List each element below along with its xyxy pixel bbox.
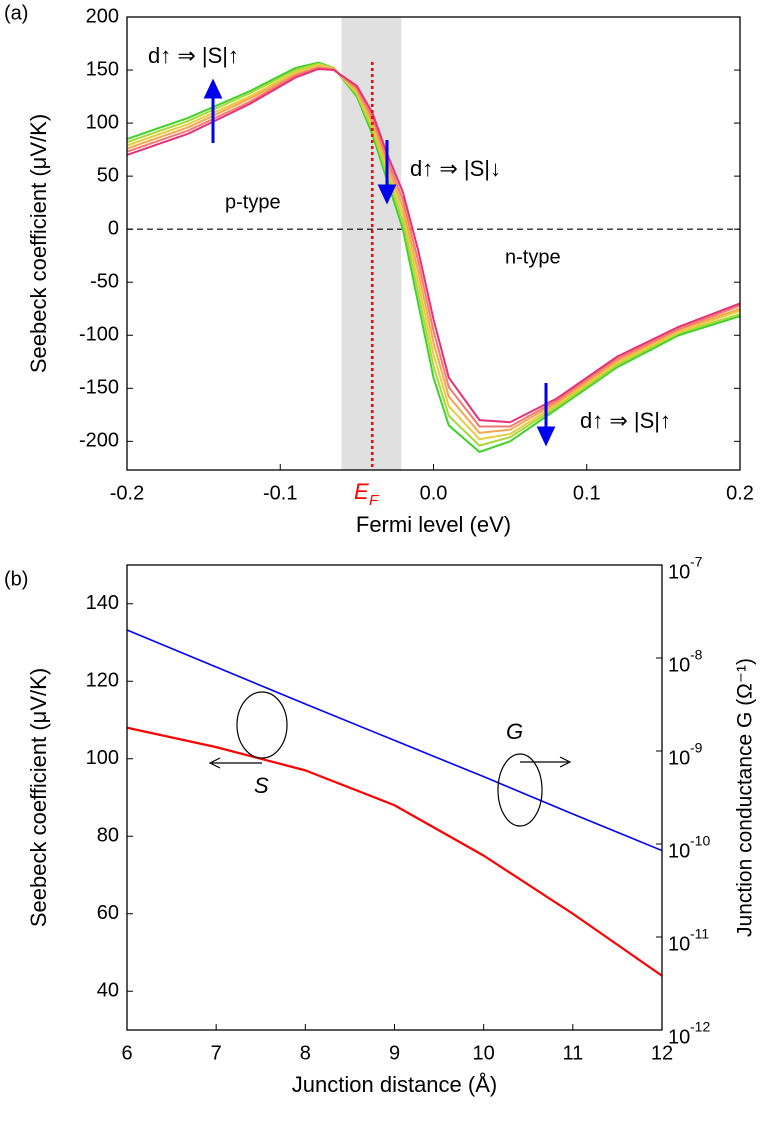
y-tick-label: 200 <box>86 5 119 27</box>
x-tick-label: 0.0 <box>420 482 448 504</box>
y2-tick-label: 10 <box>668 933 690 955</box>
panel: -0.2 -0.1 0.0 0.1 0.2 200 150 100 50 0 -50 -100 -150… <box>26 5 754 537</box>
x-tick-label: 7 <box>211 1042 222 1064</box>
axis-indicators <box>208 691 572 827</box>
y2-tick-sup: -12 <box>690 1019 710 1035</box>
fermi-label-sub: F <box>369 492 379 509</box>
y-tick-label: 100 <box>86 111 119 133</box>
panel-label: (a) <box>4 2 28 24</box>
x-tick-label: 8 <box>300 1042 311 1064</box>
y2-tick-label: 10 <box>668 840 690 862</box>
x-tick-label: 10 <box>473 1042 495 1064</box>
y2-tick-label: 10 <box>668 654 690 676</box>
x-tick-label: 12 <box>651 1042 673 1064</box>
annotation: d↑ ⇒ |S|↓ <box>410 156 501 181</box>
series-line <box>126 63 741 441</box>
panel-label: (b) <box>4 568 28 590</box>
y-tick-label: 0 <box>108 217 119 239</box>
plot-frame <box>126 16 741 471</box>
y-tick-label: 140 <box>86 592 119 614</box>
series-line <box>126 726 663 977</box>
y-axis-label: Seebeck coefficient (μV/K) <box>26 668 51 927</box>
y-tick-label: -200 <box>79 430 119 452</box>
arrows <box>203 78 556 447</box>
x-tick-label: 11 <box>562 1042 583 1064</box>
annotation: d↑ ⇒ |S|↑ <box>580 408 671 433</box>
y-tick-label: 150 <box>86 58 119 80</box>
series-line <box>126 62 741 447</box>
x-tick-label: 6 <box>121 1042 132 1064</box>
fermi-label: E <box>354 479 369 504</box>
series-line <box>126 66 741 428</box>
series-line <box>126 67 741 424</box>
y-tick-label: 40 <box>97 980 119 1002</box>
annotation: p-type <box>225 191 281 213</box>
y-tick-label: -100 <box>79 324 119 346</box>
y2-tick-sup: -10 <box>690 833 710 849</box>
annotation: d↑ ⇒ |S|↑ <box>148 43 239 68</box>
y2-tick-label: 10 <box>668 747 690 769</box>
annotation: n-type <box>505 246 561 268</box>
series-line <box>126 61 741 453</box>
x-axis-label: Fermi level (eV) <box>356 512 511 537</box>
y-tick-label: 100 <box>86 747 119 769</box>
x-tick-label: -0.1 <box>263 482 297 504</box>
y2-tick-sup: -9 <box>690 740 703 756</box>
y2-tick-sup: -7 <box>690 554 703 570</box>
x-tick-label: 0.1 <box>573 482 601 504</box>
y2-tick-label: 10 <box>668 561 690 583</box>
y2-axis-label: Junction conductance G (Ω⁻¹) <box>734 658 757 937</box>
series-line <box>126 65 741 434</box>
y2-tick-label: 10 <box>668 1026 690 1048</box>
y-axis-label: Seebeck coefficient (μV/K) <box>26 114 51 373</box>
y-tick-label: 120 <box>86 670 119 692</box>
y-tick-label: -150 <box>79 377 119 399</box>
plot-frame <box>126 564 663 1031</box>
y-tick-label: 60 <box>97 902 119 924</box>
x-tick-label: -0.2 <box>110 482 144 504</box>
y2-tick-sup: -11 <box>690 926 709 942</box>
series-line <box>126 629 663 852</box>
x-tick-label: 0.2 <box>726 482 754 504</box>
y-tick-label: -50 <box>90 271 119 293</box>
annotation: G <box>506 719 523 744</box>
annotation: S <box>254 773 269 798</box>
y-tick-label: 50 <box>97 164 119 186</box>
y2-tick-sup: -8 <box>690 647 703 663</box>
x-tick-label: 9 <box>389 1042 400 1064</box>
y-tick-label: 80 <box>97 825 119 847</box>
x-axis-label: Junction distance (Å) <box>292 1072 497 1097</box>
